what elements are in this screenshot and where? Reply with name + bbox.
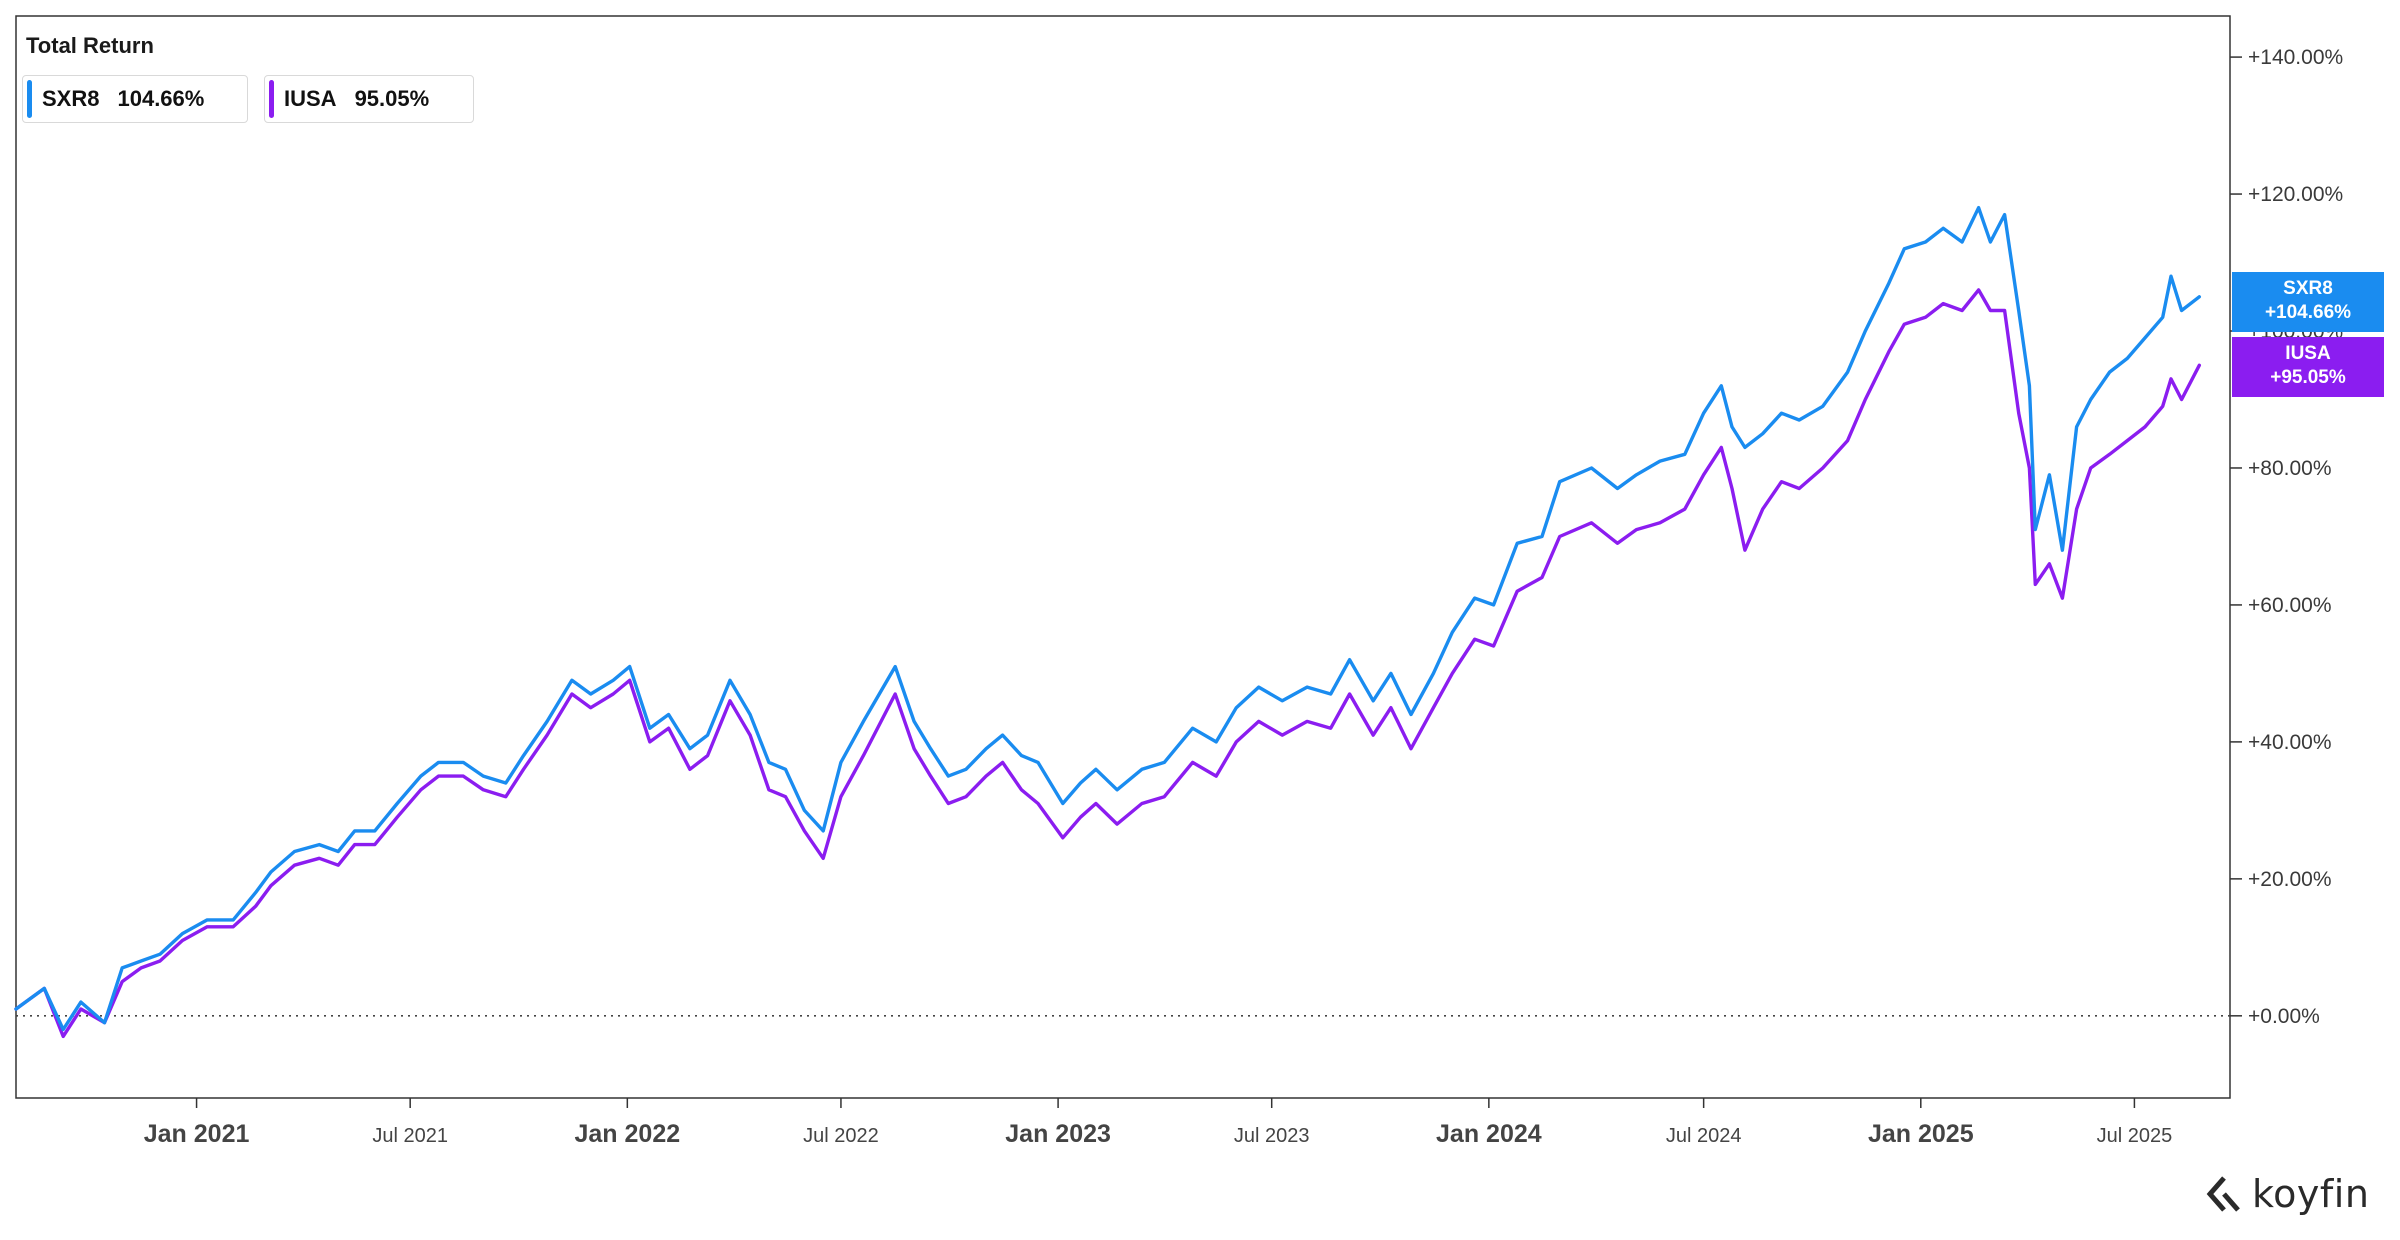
legend-value: 104.66%	[117, 86, 205, 111]
legend-symbol: IUSA	[284, 86, 337, 111]
y-tick-label: +20.00%	[2248, 868, 2332, 891]
brand-name: koyfin	[2252, 1172, 2370, 1216]
koyfin-brand[interactable]: koyfin	[2204, 1172, 2369, 1216]
x-tick-label: Jan 2021	[144, 1120, 250, 1148]
price-tag-sxr8: SXR8 +104.66%	[2232, 272, 2384, 332]
x-tick-label: Jan 2025	[1868, 1120, 1974, 1148]
price-tag-value: +104.66%	[2264, 302, 2352, 323]
y-tick-label: +60.00%	[2248, 594, 2332, 617]
price-tag-value: +95.05%	[2270, 367, 2346, 388]
x-tick-label: Jul 2023	[1234, 1125, 1310, 1147]
x-tick-label: Jan 2023	[1005, 1120, 1111, 1148]
chart-title: Total Return	[26, 33, 154, 58]
legend-value: 95.05%	[354, 86, 430, 111]
x-tick-label: Jul 2024	[1666, 1125, 1742, 1147]
koyfin-logo-icon	[2206, 1176, 2240, 1212]
y-tick-label: +0.00%	[2248, 1005, 2320, 1028]
x-tick-label: Jan 2022	[575, 1120, 681, 1148]
plot-frame	[15, 15, 2231, 1099]
y-tick-label: +80.00%	[2248, 457, 2332, 480]
legend-symbol: SXR8	[42, 86, 100, 111]
series-lines	[14, 205, 2202, 1039]
x-tick-label: Jul 2025	[2097, 1125, 2173, 1147]
x-tick-label: Jul 2022	[803, 1125, 879, 1147]
legend-item-sxr8[interactable]: SXR8 104.66%	[22, 75, 248, 123]
y-tick-label: +40.00%	[2248, 731, 2332, 754]
series-line-iusa	[14, 288, 2202, 1039]
x-axis: Jan 2021 Jul 2021 Jan 2022 Jul 2022 Jan 2023…	[144, 1098, 2172, 1148]
y-tick-label: +120.00%	[2248, 183, 2343, 206]
y-axis: +0.00%+20.00%+40.00%+60.00%+80.00%+100.0…	[2230, 46, 2343, 1028]
legend-swatch-iusa	[269, 80, 274, 118]
x-tick-label: Jan 2024	[1436, 1120, 1542, 1148]
legend-item-iusa[interactable]: IUSA 95.05%	[264, 75, 474, 123]
price-tag-symbol: SXR8	[2283, 278, 2333, 299]
price-tag-symbol: IUSA	[2285, 343, 2331, 364]
y-tick-label: +140.00%	[2248, 46, 2343, 69]
x-tick-label: Jul 2021	[372, 1125, 448, 1147]
legend-swatch-sxr8	[27, 80, 32, 118]
price-tag-iusa: IUSA +95.05%	[2232, 337, 2384, 397]
series-line-sxr8	[14, 205, 2202, 1032]
